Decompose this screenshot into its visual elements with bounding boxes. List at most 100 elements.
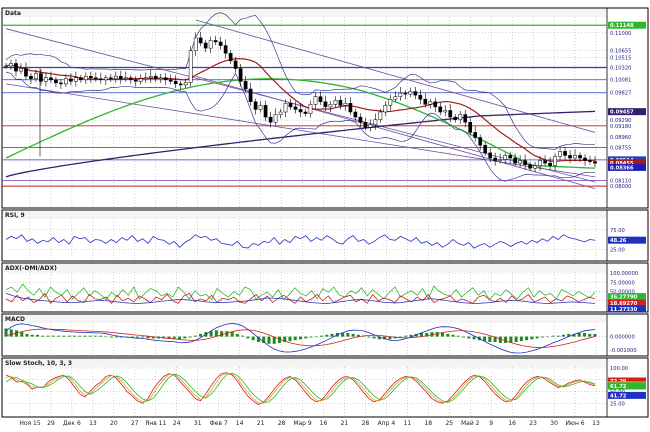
stoch-series-line bbox=[5, 372, 596, 404]
stoch-value-badge bbox=[608, 377, 646, 385]
macd-hist-bar bbox=[135, 336, 139, 338]
candle-body bbox=[263, 105, 268, 118]
adx-value-badge bbox=[608, 299, 646, 307]
price-tick-label: 0.10515 bbox=[610, 56, 631, 62]
macd-hist-bar bbox=[72, 335, 76, 337]
candle-body bbox=[293, 106, 298, 110]
macd-hist-bar bbox=[57, 335, 61, 337]
macd-hist-bar bbox=[430, 332, 434, 337]
macd-hist-bar bbox=[309, 336, 313, 338]
x-tick-label: Май 2 bbox=[461, 420, 480, 427]
macd-hist-bar bbox=[67, 335, 71, 337]
candle-body bbox=[543, 160, 547, 164]
panel-title-rsi: RSI, 9 bbox=[5, 212, 25, 219]
candle-body bbox=[443, 110, 448, 113]
x-tick-label: 13 bbox=[592, 420, 600, 427]
candle-body bbox=[408, 91, 413, 95]
macd-hist-bar bbox=[409, 334, 413, 337]
macd-hist-bar bbox=[351, 333, 355, 337]
macd-hist-bar bbox=[561, 334, 565, 337]
x-tick-label: 11 bbox=[404, 420, 412, 427]
macd-hist-bar bbox=[141, 336, 145, 338]
band-lower-line bbox=[5, 71, 595, 182]
macd-hist-bar bbox=[372, 336, 376, 339]
candle-body bbox=[383, 105, 388, 113]
candle-body bbox=[168, 79, 173, 82]
macd-hist-bar bbox=[62, 335, 66, 337]
candle-body bbox=[69, 78, 73, 82]
price-tick-label: 0.10655 bbox=[610, 48, 631, 54]
macd-hist-bar bbox=[388, 336, 392, 340]
price-badge-label: 0.08366 bbox=[610, 165, 634, 171]
candle-body bbox=[503, 155, 508, 160]
macd-hist-bar bbox=[330, 333, 334, 337]
candle-body bbox=[84, 75, 88, 81]
x-tick-label: 27 bbox=[131, 420, 139, 427]
macd-hist-bar bbox=[525, 336, 529, 341]
panel-frame-stoch bbox=[1, 357, 649, 418]
x-tick-label: 14 bbox=[236, 420, 244, 427]
x-tick-label: 25 bbox=[445, 420, 453, 427]
stoch-tick-label: 25.00 bbox=[610, 401, 625, 407]
macd-hist-bar bbox=[467, 336, 471, 339]
candle-body bbox=[163, 77, 168, 81]
candle-body bbox=[193, 37, 198, 51]
macd-hist-bar bbox=[446, 333, 450, 337]
candle-body bbox=[438, 106, 443, 113]
macd-hist-bar bbox=[51, 335, 55, 337]
candle-body bbox=[93, 77, 98, 80]
price-tick-label: 0.08960 bbox=[610, 135, 631, 141]
x-tick-label: 28 bbox=[278, 420, 286, 427]
candle-body bbox=[568, 155, 572, 159]
price-badge-label: 0.11148 bbox=[610, 23, 634, 29]
panel-titlebar-price bbox=[3, 9, 606, 17]
candle-body bbox=[458, 114, 463, 120]
candle-body bbox=[488, 152, 493, 159]
candle-body bbox=[183, 82, 188, 86]
macd-hist-bar bbox=[25, 333, 29, 337]
candle-body bbox=[398, 92, 403, 97]
candle-body bbox=[518, 160, 522, 164]
candle-body bbox=[243, 81, 248, 90]
panel-titlebar-adx bbox=[3, 264, 606, 272]
x-tick-label: 29 bbox=[47, 420, 55, 427]
candle-body bbox=[418, 94, 423, 100]
candle-body bbox=[273, 114, 278, 123]
candle-body bbox=[468, 121, 473, 133]
adx-value-badge bbox=[608, 293, 646, 301]
macd-hist-bar bbox=[209, 331, 213, 337]
candle-body bbox=[498, 159, 503, 161]
macd-hist-bar bbox=[46, 335, 50, 337]
candle-body bbox=[203, 42, 208, 49]
price-tick-label: 0.08110 bbox=[610, 178, 631, 184]
macd-hist-bar bbox=[288, 336, 292, 342]
macd-hist-bar bbox=[472, 336, 476, 340]
macd-hist-bar bbox=[404, 335, 408, 337]
candle-body bbox=[218, 41, 223, 46]
candle-body bbox=[433, 101, 438, 108]
candle-body bbox=[258, 105, 263, 110]
candle-body bbox=[268, 116, 273, 123]
candle-body bbox=[188, 50, 193, 83]
x-tick-label: Мар 9 bbox=[293, 420, 312, 427]
candle-body bbox=[393, 96, 398, 100]
ma-long-line bbox=[5, 110, 596, 178]
candle-body bbox=[338, 99, 343, 106]
macd-tick-label: -0.001000 bbox=[610, 348, 637, 354]
candle-body bbox=[428, 101, 433, 105]
candle-body bbox=[138, 78, 143, 82]
stoch-value-label: 41.72 bbox=[610, 393, 627, 399]
candle-body bbox=[343, 103, 348, 106]
macd-hist-bar bbox=[193, 335, 197, 337]
macd-hist-bar bbox=[346, 333, 350, 337]
panel-titlebar-macd bbox=[3, 315, 606, 323]
macd-hist-bar bbox=[451, 334, 455, 337]
macd-hist-bar bbox=[320, 335, 324, 337]
x-tick-label: 16 bbox=[320, 420, 328, 427]
candle-body bbox=[478, 137, 483, 146]
candle-body bbox=[348, 103, 353, 113]
candle-body bbox=[108, 77, 113, 80]
macd-hist-bar bbox=[235, 333, 239, 337]
macd-hist-bar bbox=[246, 336, 250, 339]
